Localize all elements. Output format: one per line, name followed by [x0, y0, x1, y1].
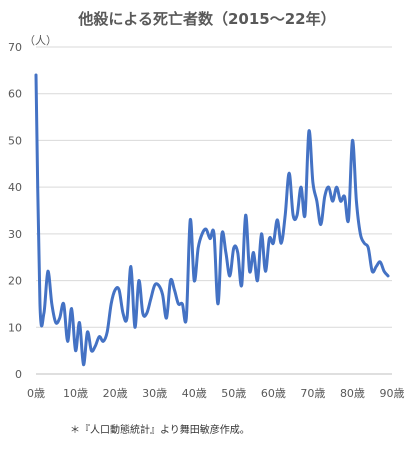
x-tick-label: 30歳: [142, 387, 167, 400]
x-tick-label: 0歳: [27, 387, 45, 400]
x-tick-label: 10歳: [63, 387, 88, 400]
x-tick-label: 50歳: [221, 387, 246, 400]
y-tick-label: 20: [8, 275, 22, 288]
chart-title: 他殺による死亡者数（2015～22年）: [77, 10, 335, 28]
x-tick-label: 40歳: [182, 387, 207, 400]
gridlines: [36, 46, 392, 375]
y-tick-label: 0: [15, 368, 22, 381]
y-axis-unit-label: （人）: [24, 34, 57, 47]
y-tick-label: 40: [8, 181, 22, 194]
y-tick-label: 50: [8, 134, 22, 147]
y-tick-label: 10: [8, 321, 22, 334]
x-tick-label: 80歳: [340, 387, 365, 400]
series-layer: [34, 73, 390, 367]
y-axis-tick-labels: 0 10 20 30 40 50 60 70: [8, 41, 22, 381]
x-tick-label: 20歳: [103, 387, 128, 400]
y-tick-label: 70: [8, 41, 22, 54]
x-axis-tick-labels: 0歳 10歳 20歳 30歳 40歳 50歳 60歳 70歳 80歳 90歳: [27, 387, 405, 400]
source-note: ＊『人口動態統計』より舞田敏彦作成。: [70, 423, 250, 436]
series-line: [34, 73, 390, 367]
y-tick-label: 60: [8, 88, 22, 101]
y-tick-label: 30: [8, 228, 22, 241]
x-tick-label: 60歳: [261, 387, 286, 400]
x-tick-label: 90歳: [380, 387, 405, 400]
x-tick-label: 70歳: [300, 387, 325, 400]
